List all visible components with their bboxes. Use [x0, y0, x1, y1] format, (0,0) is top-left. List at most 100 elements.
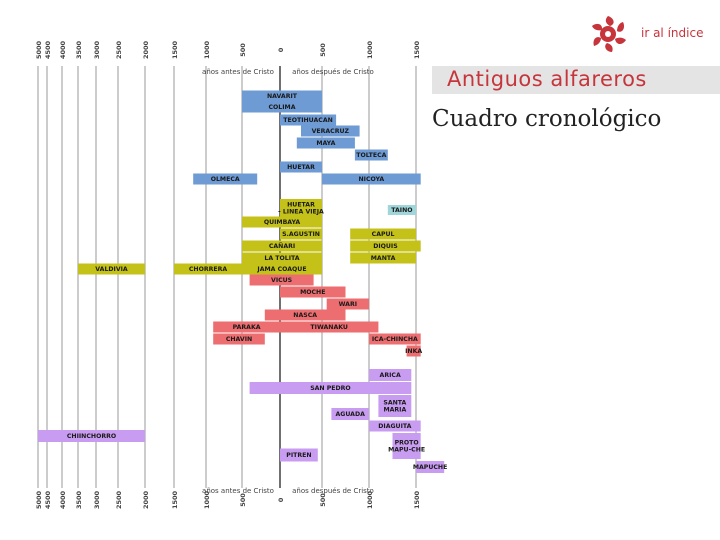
- bar-label: CAÑARI: [269, 241, 295, 250]
- bar-label: PROTO MAPU-CHE: [388, 440, 425, 454]
- bar-jama-coaque: [242, 263, 322, 275]
- bar-nicoya: [322, 173, 421, 185]
- axis-label-right-bottom: años después de Cristo: [292, 487, 374, 495]
- bar-label: HUETAR: [287, 164, 315, 171]
- tick-label-top: 3500: [75, 40, 83, 59]
- bar-label: MAPUCHE: [413, 464, 447, 471]
- bar-taino: [387, 205, 416, 215]
- bar-label: CAPUL: [372, 231, 395, 238]
- bar-veracruz: [301, 125, 360, 137]
- bar-huetar-linea-vieja: [280, 199, 322, 217]
- bar-teotihuacan: [280, 114, 337, 126]
- title-banner: [432, 66, 720, 94]
- tick-label-top: 3000: [93, 40, 101, 59]
- bar-diquis: [350, 240, 421, 252]
- bar-san-pedro: [249, 382, 412, 394]
- bar-inka: [406, 345, 421, 357]
- bar-label: DIQUIS: [373, 243, 397, 250]
- tick-label-top: 1500: [413, 40, 421, 59]
- sun-logo-icon[interactable]: [588, 12, 638, 56]
- bar-manta: [350, 252, 416, 264]
- tick-label-top: 1000: [366, 40, 374, 59]
- index-link[interactable]: ir al índice: [641, 26, 704, 40]
- bar-proto-mapu-che: [392, 433, 421, 459]
- bar-label: PARAKA: [233, 324, 261, 331]
- bar-label: S.AGUSTIN: [282, 231, 320, 238]
- bar-label: AGUADA: [335, 411, 365, 418]
- bar-label: TEOTIHUACAN: [283, 117, 333, 124]
- bar-label: TOLTECA: [356, 152, 386, 159]
- bar-label: OLMECA: [211, 176, 240, 183]
- tick-label-bottom: 1500: [413, 490, 421, 509]
- bar-label: CHAVIN: [226, 336, 252, 343]
- banner-title: Antiguos alfareros: [447, 67, 647, 91]
- bar-label: SAN PEDRO: [310, 385, 351, 392]
- bar-arica: [369, 369, 412, 381]
- bar-label: CHORRERA: [189, 266, 227, 273]
- bar-label: VERACRUZ: [312, 128, 350, 135]
- page-title: Cuadro cronológico: [432, 106, 662, 132]
- bar-label: QUIMBAYA: [264, 219, 301, 226]
- tick-label-top: 1000: [203, 40, 211, 59]
- bar-quimbaya: [242, 216, 322, 228]
- tick-label-bottom: 4000: [59, 490, 67, 509]
- axis-label-left-top: años antes de Cristo: [202, 68, 274, 76]
- bar-label: MAYA: [316, 140, 335, 147]
- tick-label-top: 4500: [44, 40, 52, 59]
- bar-label: VALDIVIA: [95, 266, 128, 273]
- bar-chorrera: [174, 263, 242, 275]
- bar-olmeca: [193, 173, 258, 185]
- axis-label-right-top: años después de Cristo: [292, 68, 374, 76]
- bar-label: CHIINCHORRO: [67, 433, 116, 440]
- bar-label: NICOYA: [358, 176, 384, 183]
- bar-chiinchorro: [38, 430, 145, 442]
- bar-colima: [242, 101, 322, 113]
- bar-label: ARICA: [380, 372, 401, 379]
- bar-mapuche: [416, 461, 445, 473]
- bar-santa-maria: [378, 395, 412, 417]
- tick-label-top: 4000: [59, 40, 67, 59]
- bar-aguada: [331, 408, 369, 420]
- bar-label: COLIMA: [269, 104, 296, 111]
- bar-diaguita: [369, 420, 421, 432]
- tick-label-top: 1500: [171, 40, 179, 59]
- bar-ca-ari: [242, 240, 322, 252]
- bar-maya: [296, 137, 355, 149]
- bar-moche: [280, 286, 346, 298]
- tick-label-top: 2500: [115, 40, 123, 59]
- bar-label: LA TOLITA: [264, 255, 299, 262]
- bar-ica-chincha: [369, 333, 421, 345]
- bar-chavin: [213, 333, 265, 345]
- tick-label-bottom: 3500: [75, 490, 83, 509]
- tick-label-bottom: 2000: [142, 490, 150, 509]
- tick-label-top: 2000: [142, 40, 150, 59]
- tick-label-bottom: 2500: [115, 490, 123, 509]
- bar-s-agustin: [280, 228, 322, 240]
- bar-paraka: [213, 321, 280, 333]
- bar-label: MOCHE: [300, 289, 325, 296]
- bar-valdivia: [78, 263, 145, 275]
- bar-label: INKA: [405, 348, 422, 355]
- tick-label-bottom: 0: [277, 497, 285, 502]
- bar-label: JAMA COAQUE: [256, 266, 306, 273]
- bar-tolteca: [354, 149, 388, 161]
- tick-label-bottom: 500: [239, 493, 247, 507]
- bar-label: PITREN: [286, 452, 311, 459]
- bar-label: NAVARIT: [267, 93, 298, 100]
- tick-label-top: 500: [239, 43, 247, 57]
- bar-label: TAINO: [391, 207, 412, 214]
- bar-tiwanaku: [280, 321, 379, 333]
- bar-navarit: [242, 90, 322, 102]
- bar-huetar: [280, 161, 322, 173]
- bar-label: WARI: [339, 301, 357, 308]
- bar-label: ICA-CHINCHA: [372, 336, 418, 343]
- tick-label-bottom: 500: [319, 493, 327, 507]
- tick-label-bottom: 3000: [93, 490, 101, 509]
- bar-capul: [350, 228, 416, 240]
- bar-label: HUETAR - LINEA VIEJA: [278, 202, 324, 216]
- bar-label: TIWANAKU: [310, 324, 348, 331]
- tick-label-bottom: 5000: [35, 490, 43, 509]
- tick-label-top: 5000: [35, 40, 43, 59]
- tick-label-bottom: 1000: [203, 490, 211, 509]
